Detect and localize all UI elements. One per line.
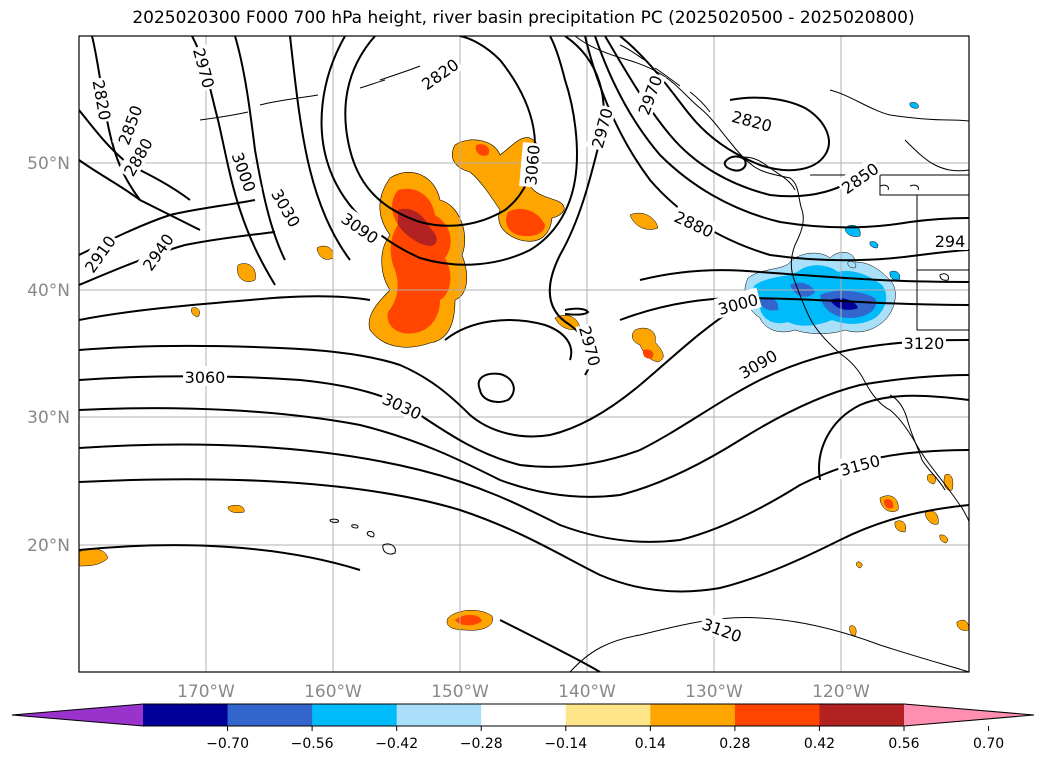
colorbar-tick-label: 0.70 (973, 736, 1004, 752)
colorbar-ticks: −0.70 −0.56 −0.42 −0.28 −0.14 0.14 0.28 0.42 0.5… (206, 726, 1004, 752)
lon-label: 130°W (685, 682, 743, 702)
contour-label: 294 (935, 232, 966, 251)
lon-label: 150°W (431, 682, 489, 702)
colorbar-tick-label: 0.14 (635, 736, 666, 752)
lon-label: 120°W (812, 682, 870, 702)
contour-label: 3060 (185, 368, 226, 387)
colorbar-segment (565, 704, 651, 726)
colorbar-segment (312, 704, 398, 726)
map-title: 2025020300 F000 700 hPa height, river ba… (132, 8, 915, 28)
colorbar-segment (650, 704, 736, 726)
colorbar-extend-low (12, 704, 143, 726)
colorbar-outline (11, 703, 1035, 727)
lat-label: 50°N (27, 154, 70, 174)
contour-label: 3060 (521, 144, 543, 186)
map-frame (78, 35, 970, 673)
lon-label: 140°W (558, 682, 616, 702)
colorbar-segment (734, 704, 820, 726)
lon-label: 170°W (177, 682, 235, 702)
colorbar-tick-label: −0.14 (544, 736, 587, 752)
longitude-labels: 170°W 160°W 150°W 140°W 130°W 120°W (177, 682, 870, 702)
colorbar-tick-label: 0.42 (804, 736, 835, 752)
colorbar-tick-label: −0.28 (460, 736, 503, 752)
latitude-labels: 50°N 40°N 30°N 20°N (27, 154, 70, 556)
lat-label: 40°N (27, 281, 70, 301)
map-panel: 2820 2850 2880 2910 2940 2970 3000 3030 … (79, 36, 969, 672)
colorbar-tick-label: 0.56 (888, 736, 919, 752)
lat-label: 30°N (27, 408, 70, 428)
colorbar-segment (227, 704, 313, 726)
colorbar-segment (481, 704, 567, 726)
colorbar-tick-label: −0.56 (291, 736, 334, 752)
colorbar-extend-high (904, 704, 1034, 726)
colorbar-tick-label: −0.42 (375, 736, 418, 752)
coastlines (199, 36, 969, 672)
colorbar-tick-label: −0.70 (206, 736, 249, 752)
lon-label: 160°W (304, 682, 362, 702)
precip-negative-region (744, 102, 919, 334)
lat-label: 20°N (27, 536, 70, 556)
colorbar-segment (143, 704, 229, 726)
colorbar-segment (819, 704, 905, 726)
colorbar (11, 703, 1035, 727)
colorbar-segment (396, 704, 482, 726)
colorbar-tick-label: 0.28 (719, 736, 750, 752)
contour-label: 3120 (904, 334, 945, 353)
